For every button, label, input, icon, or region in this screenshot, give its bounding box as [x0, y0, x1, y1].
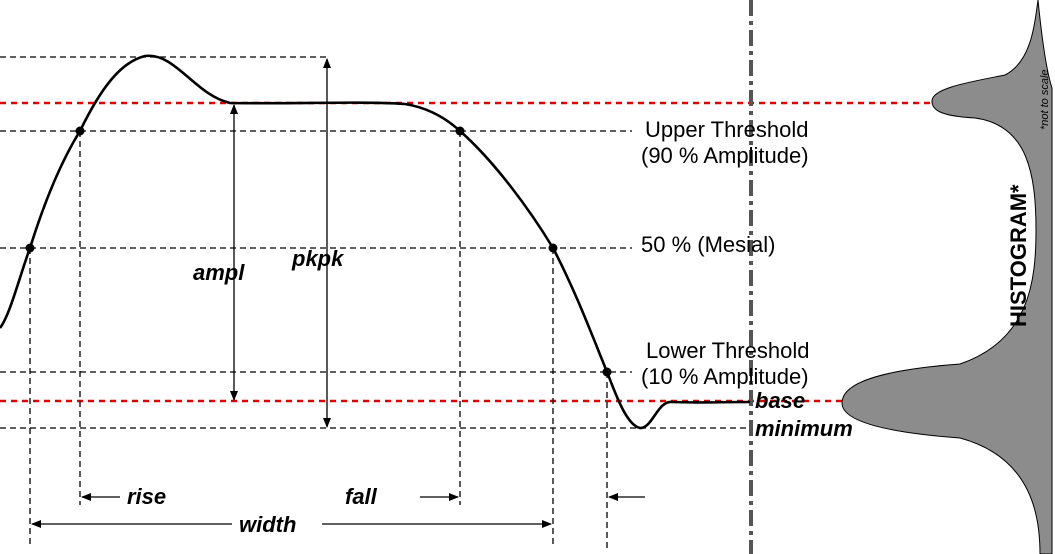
mesial-rise-point [25, 243, 35, 253]
histogram-shape [841, 0, 1053, 554]
mesial-label: 50 % (Mesial) [641, 232, 775, 257]
upper-threshold-pct-label: (90 % Amplitude) [641, 143, 809, 168]
minimum-label: minimum [755, 416, 853, 441]
upper-fall-point [455, 126, 465, 136]
rise-label: rise [127, 484, 166, 509]
pulse-waveform [0, 54, 751, 430]
histogram-label: HISTOGRAM* [1006, 184, 1031, 327]
mesial-fall-point [548, 243, 558, 253]
base-label: base [755, 388, 805, 413]
lower-threshold-pct-label: (10 % Amplitude) [641, 364, 809, 389]
pkpk-label: pkpk [291, 246, 345, 271]
not-to-scale-note: *not to scale [1039, 69, 1051, 130]
upper-rise-point [75, 126, 85, 136]
ampl-label: ampl [193, 260, 245, 285]
width-label: width [239, 512, 296, 537]
upper-threshold-label: Upper Threshold [645, 117, 808, 142]
lower-threshold-label: Lower Threshold [646, 338, 809, 363]
lower-fall-point [602, 367, 612, 377]
fall-label: fall [345, 484, 378, 509]
